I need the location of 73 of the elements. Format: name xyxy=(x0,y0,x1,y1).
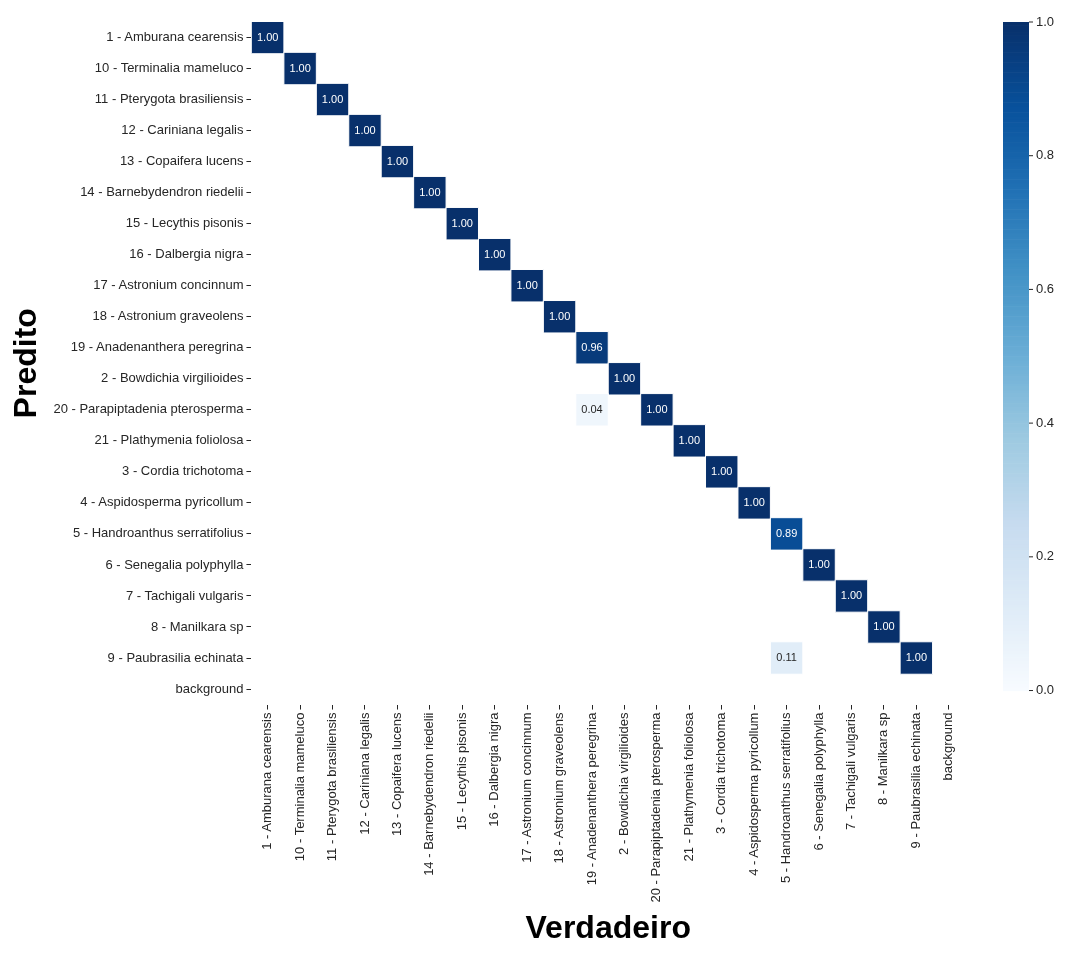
x-tick-label: 17 - Astronium concinnum xyxy=(518,712,534,863)
data-label: 1.00 xyxy=(711,464,733,477)
x-tick-label: 13 - Copaifera lucens xyxy=(388,712,404,837)
data-label: 0.04 xyxy=(581,402,603,415)
data-label: 1.00 xyxy=(646,402,668,415)
y-tick-label: 18 - Astronium graveolens xyxy=(92,308,244,324)
data-label: 1.00 xyxy=(386,154,409,167)
x-tick-label: 6 - Senegalia polyphylla xyxy=(810,711,826,851)
y-tick-label: 6 - Senegalia polyphylla xyxy=(105,556,245,572)
x-tick-label: 19 - Anadenanthera peregrina xyxy=(583,711,599,886)
y-tick-label: 8 - Manilkara sp xyxy=(150,618,244,634)
y-tick-label: 10 - Terminalia mameluco xyxy=(94,60,244,76)
data-label: 1.00 xyxy=(808,557,830,570)
y-tick-label: 21 - Plathymenia foliolosa xyxy=(94,432,245,448)
x-axis-title: Verdadeiro xyxy=(525,908,691,945)
color-bar-label: 0.4 xyxy=(1036,414,1055,430)
x-tick-label: 9 - Paubrasilia echinata xyxy=(907,711,923,849)
color-bar-label: 1.0 xyxy=(1036,13,1055,29)
data-label: 1.00 xyxy=(548,309,571,322)
x-tick-label: 11 - Pterygota brasiliensis xyxy=(324,712,340,862)
data-label: 1.00 xyxy=(451,216,473,229)
data-label: 0.11 xyxy=(776,651,797,664)
y-tick-label: background xyxy=(175,680,244,696)
y-tick-label: 19 - Anadenanthera peregrina xyxy=(70,339,245,355)
data-label: 1.00 xyxy=(678,433,701,446)
data-label: 1.00 xyxy=(289,61,311,74)
x-tick-label: 2 - Bowdichia virgilioides xyxy=(616,712,632,855)
y-tick-label: 17 - Astronium concinnum xyxy=(93,277,244,293)
y-tick-label: 7 - Tachigali vulgaris xyxy=(125,587,244,603)
x-tick-label: 4 - Aspidosperma pyricollum xyxy=(745,712,761,876)
data-label: 1.00 xyxy=(484,247,506,260)
x-tick-label: 12 - Cariniana legalis xyxy=(356,712,372,835)
x-tick-label: background xyxy=(940,712,956,781)
color-bar-label: 0.8 xyxy=(1036,147,1055,163)
y-tick-label: 5 - Handroanthus serratifolius xyxy=(72,525,244,541)
y-tick-label: 13 - Copaifera lucens xyxy=(119,153,244,169)
x-tick-label: 21 - Plathymenia foliolosa xyxy=(680,711,696,862)
x-tick-label: 20 - Parapiptadenia pterosperma xyxy=(648,711,664,903)
y-tick-label: 14 - Barnebydendron riedelii xyxy=(80,184,244,200)
x-tick-label: 16 - Dalbergia nigra xyxy=(486,711,502,827)
data-label: 1.00 xyxy=(516,278,538,291)
y-tick-label: 15 - Lecythis pisonis xyxy=(125,215,244,231)
data-label: 1.00 xyxy=(419,185,441,198)
y-tick-label: 3 - Cordia trichotoma xyxy=(122,463,245,479)
data-label: 0.96 xyxy=(581,340,603,353)
x-tick-label: 7 - Tachigali vulgaris xyxy=(843,712,859,831)
x-tick-label: 3 - Cordia trichotoma xyxy=(713,711,729,834)
data-label: 1.00 xyxy=(354,123,376,136)
color-bar-label: 0.6 xyxy=(1036,280,1055,296)
y-tick-label: 16 - Dalbergia nigra xyxy=(129,246,245,262)
data-label: 1.00 xyxy=(905,651,928,664)
color-bar-label: 0.2 xyxy=(1036,548,1055,564)
data-label: 1.00 xyxy=(321,92,344,105)
x-tick-label: 18 - Astronium graveolens xyxy=(551,712,567,864)
color-bar-label: 0.0 xyxy=(1036,682,1055,698)
data-label: 1.00 xyxy=(840,588,863,601)
x-tick-label: 14 - Barnebydendron riedelii xyxy=(421,712,437,876)
y-tick-label: 4 - Aspidosperma pyricollum xyxy=(80,494,244,510)
data-label: 1.00 xyxy=(613,371,636,384)
y-tick-label: 20 - Parapiptadenia pterosperma xyxy=(53,401,245,417)
data-label: 0.89 xyxy=(775,526,798,539)
x-tick-label: 5 - Handroanthus serratifolius xyxy=(778,712,794,884)
x-tick-label: 15 - Lecythis pisonis xyxy=(453,712,469,831)
y-tick-label: 12 - Cariniana legalis xyxy=(121,122,244,138)
y-axis-title: Predito xyxy=(7,308,44,419)
data-label: 1.00 xyxy=(256,30,279,43)
y-tick-label: 11 - Pterygota brasiliensis xyxy=(94,91,244,107)
y-tick-label: 2 - Bowdichia virgilioides xyxy=(101,370,244,386)
data-label: 1.00 xyxy=(743,495,765,508)
data-label: 1.00 xyxy=(873,620,895,633)
y-tick-label: 9 - Paubrasilia echinata xyxy=(107,649,245,665)
x-tick-label: 8 - Manilkara sp xyxy=(875,712,891,806)
y-tick-label: 1 - Amburana cearensis xyxy=(106,29,244,45)
